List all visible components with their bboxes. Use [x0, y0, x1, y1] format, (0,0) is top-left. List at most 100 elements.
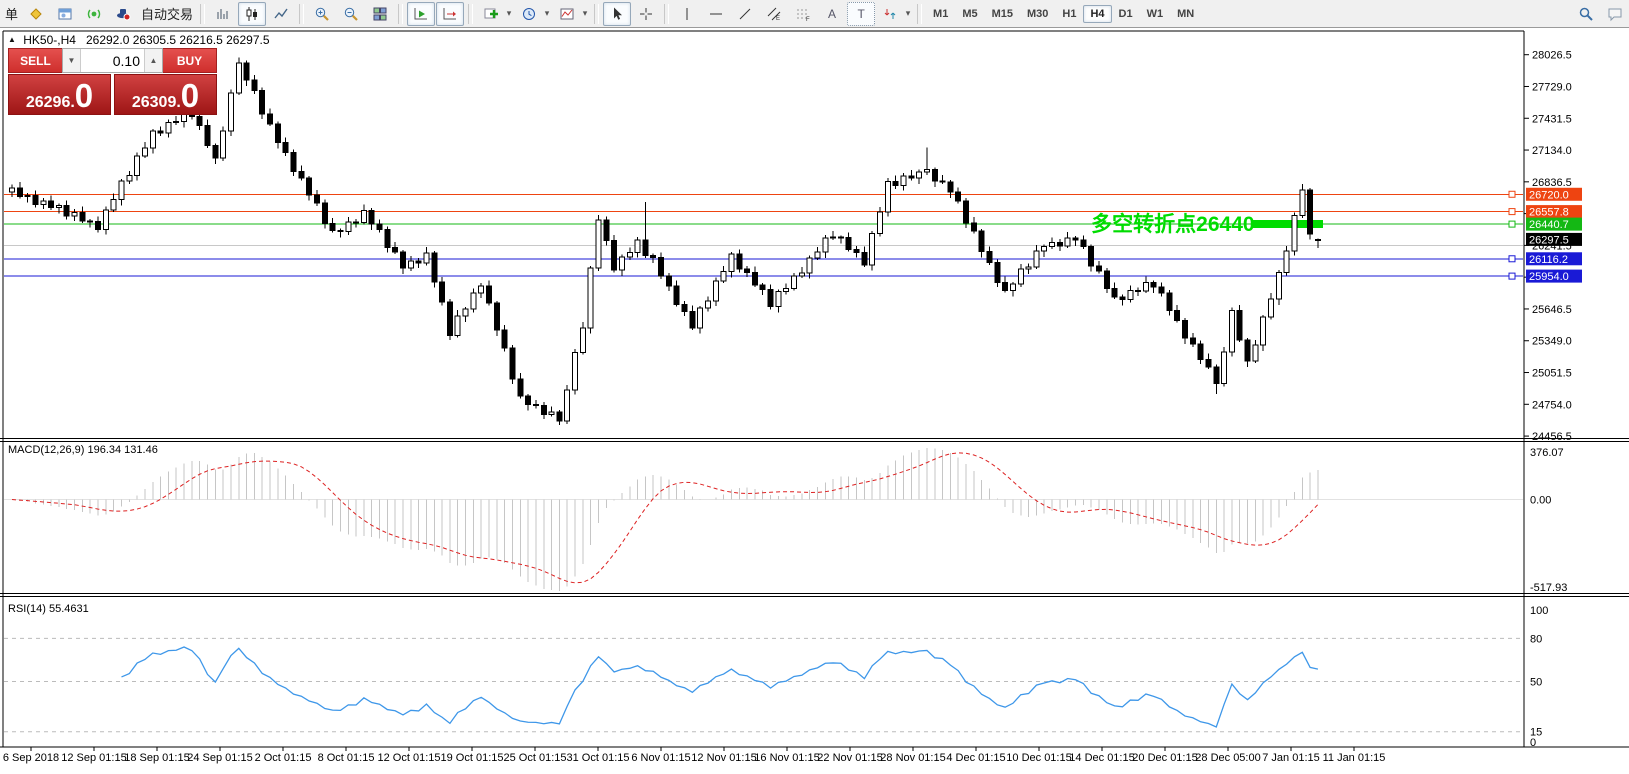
svg-text:0.00: 0.00: [1530, 495, 1551, 507]
new-order-label[interactable]: 单: [5, 7, 19, 22]
svg-text:6 Sep 2018: 6 Sep 2018: [3, 752, 59, 764]
separator: [398, 3, 404, 24]
zoom-out-icon[interactable]: [337, 2, 365, 26]
svg-text:4 Dec 01:15: 4 Dec 01:15: [946, 752, 1005, 764]
svg-text:12 Oct 01:15: 12 Oct 01:15: [378, 752, 441, 764]
broadcast-icon[interactable]: [80, 2, 108, 26]
svg-text:24754.0: 24754.0: [1532, 399, 1572, 411]
svg-text:12 Sep 01:15: 12 Sep 01:15: [61, 752, 126, 764]
svg-text:12 Nov 01:15: 12 Nov 01:15: [691, 752, 756, 764]
svg-text:26720.0: 26720.0: [1529, 189, 1569, 201]
svg-text:14 Dec 01:15: 14 Dec 01:15: [1069, 752, 1134, 764]
volume-decrease-button[interactable]: ▼: [63, 49, 81, 72]
arrows-icon[interactable]: [876, 2, 904, 26]
cursor-icon[interactable]: [603, 1, 632, 26]
chat-icon[interactable]: [1601, 2, 1629, 26]
svg-text:19 Oct 01:15: 19 Oct 01:15: [441, 752, 504, 764]
arrows-dropdown[interactable]: ▾: [905, 8, 911, 18]
svg-text:26116.2: 26116.2: [1529, 254, 1568, 266]
buy-price-main: 26309.: [131, 94, 181, 111]
new-order-icon[interactable]: [22, 2, 50, 26]
horizontal-line-icon[interactable]: [702, 2, 730, 26]
rsi-label: RSI(14) 55.4631: [8, 603, 89, 615]
tf-w1[interactable]: W1: [1146, 7, 1164, 20]
candles: [9, 57, 1321, 426]
svg-text:26557.8: 26557.8: [1529, 207, 1569, 219]
add-indicator-dropdown[interactable]: ▾: [506, 8, 512, 18]
volume-input[interactable]: [81, 49, 144, 72]
buy-price-box[interactable]: 26309. 0: [114, 74, 217, 115]
zoom-in-icon[interactable]: [308, 2, 336, 26]
bar-chart-icon[interactable]: [209, 2, 237, 26]
text-label-icon[interactable]: T: [847, 1, 876, 26]
svg-text:F: F: [806, 17, 810, 22]
svg-text:22 Nov 01:15: 22 Nov 01:15: [817, 752, 882, 764]
template-icon[interactable]: [553, 2, 581, 26]
svg-text:18 Sep 01:15: 18 Sep 01:15: [124, 752, 189, 764]
tf-d1[interactable]: D1: [1118, 7, 1133, 20]
period-dropdown[interactable]: ▾: [544, 8, 550, 18]
candlestick-chart-icon[interactable]: [238, 1, 267, 26]
svg-text:24 Sep 01:15: 24 Sep 01:15: [187, 752, 252, 764]
trendline-icon[interactable]: [731, 2, 759, 26]
tf-m15[interactable]: M15: [991, 7, 1013, 20]
separator: [468, 3, 474, 24]
macd-histogram: [19, 448, 1319, 591]
sell-price-main: 26296.: [25, 94, 75, 111]
tile-windows-icon[interactable]: [366, 2, 394, 26]
svg-text:2 Oct 01:15: 2 Oct 01:15: [255, 752, 312, 764]
ohlc-values: 26292.0 26305.5 26216.5 26297.5: [85, 33, 270, 47]
svg-text:0: 0: [1530, 737, 1536, 749]
symbol-period: HK50-,H4: [23, 33, 76, 47]
sell-button[interactable]: SELL: [8, 48, 62, 73]
channel-icon[interactable]: E: [760, 2, 788, 26]
tf-m5[interactable]: M5: [962, 7, 978, 20]
sell-price-box[interactable]: 26296. 0: [8, 74, 111, 115]
volume-increase-button[interactable]: ▲: [144, 49, 162, 72]
line-chart-icon[interactable]: [267, 2, 295, 26]
tf-m1[interactable]: M1: [933, 7, 949, 20]
svg-text:26836.5: 26836.5: [1532, 177, 1572, 189]
tf-h1[interactable]: H1: [1062, 7, 1077, 20]
svg-text:80: 80: [1530, 633, 1542, 645]
add-indicator-icon[interactable]: [477, 2, 505, 26]
svg-text:27431.5: 27431.5: [1532, 113, 1572, 125]
svg-text:376.07: 376.07: [1530, 447, 1564, 459]
market-watch-icon[interactable]: [51, 2, 79, 26]
tf-h4[interactable]: H4: [1083, 4, 1112, 23]
toolbar: 单 自动交易 ▾ ▾ ▾: [0, 0, 1629, 28]
tf-m30[interactable]: M30: [1027, 7, 1049, 20]
template-dropdown[interactable]: ▾: [582, 8, 588, 18]
svg-text:7 Jan 01:15: 7 Jan 01:15: [1262, 752, 1320, 764]
svg-text:-517.93: -517.93: [1530, 582, 1567, 594]
svg-text:25 Oct 01:15: 25 Oct 01:15: [504, 752, 567, 764]
svg-text:11 Jan 01:15: 11 Jan 01:15: [1323, 752, 1386, 764]
autotrade-label[interactable]: 自动交易: [141, 7, 194, 22]
auto-scroll-icon[interactable]: [407, 1, 436, 26]
chart-title: ▲ HK50-,H4 26292.0 26305.5 26216.5 26297…: [8, 33, 270, 47]
buy-price-pips: 0: [180, 77, 200, 114]
main-pane: [4, 193, 1523, 277]
search-icon[interactable]: [1572, 2, 1600, 26]
svg-text:T: T: [858, 7, 866, 21]
chart-area[interactable]: 多空转折点26440 28026.5 27729.0 27431.5 27134.0 26…: [0, 29, 1629, 774]
autotrade-icon[interactable]: [109, 2, 137, 26]
svg-text:10 Dec 01:15: 10 Dec 01:15: [1006, 752, 1071, 764]
separator: [664, 3, 670, 24]
separator: [299, 3, 305, 24]
collapse-arrow-icon[interactable]: ▲: [8, 35, 16, 44]
svg-text:A: A: [828, 7, 836, 21]
chart-annotation: 多空转折点26440: [1091, 212, 1254, 236]
sell-price-pips: 0: [74, 77, 94, 114]
text-icon[interactable]: A: [818, 2, 846, 26]
tf-mn[interactable]: MN: [1177, 7, 1195, 20]
chart-shift-icon[interactable]: [436, 1, 465, 26]
volume-control: ▼ ▲: [62, 48, 163, 73]
timeframe-group: M1 M5 M15 M30 H1 H4 D1 W1 MN: [926, 4, 1201, 23]
buy-button[interactable]: BUY: [163, 48, 217, 73]
vertical-line-icon[interactable]: [673, 2, 701, 26]
fibonacci-icon[interactable]: F: [789, 2, 817, 26]
crosshair-icon[interactable]: [632, 2, 660, 26]
period-clock-icon[interactable]: [515, 2, 543, 26]
